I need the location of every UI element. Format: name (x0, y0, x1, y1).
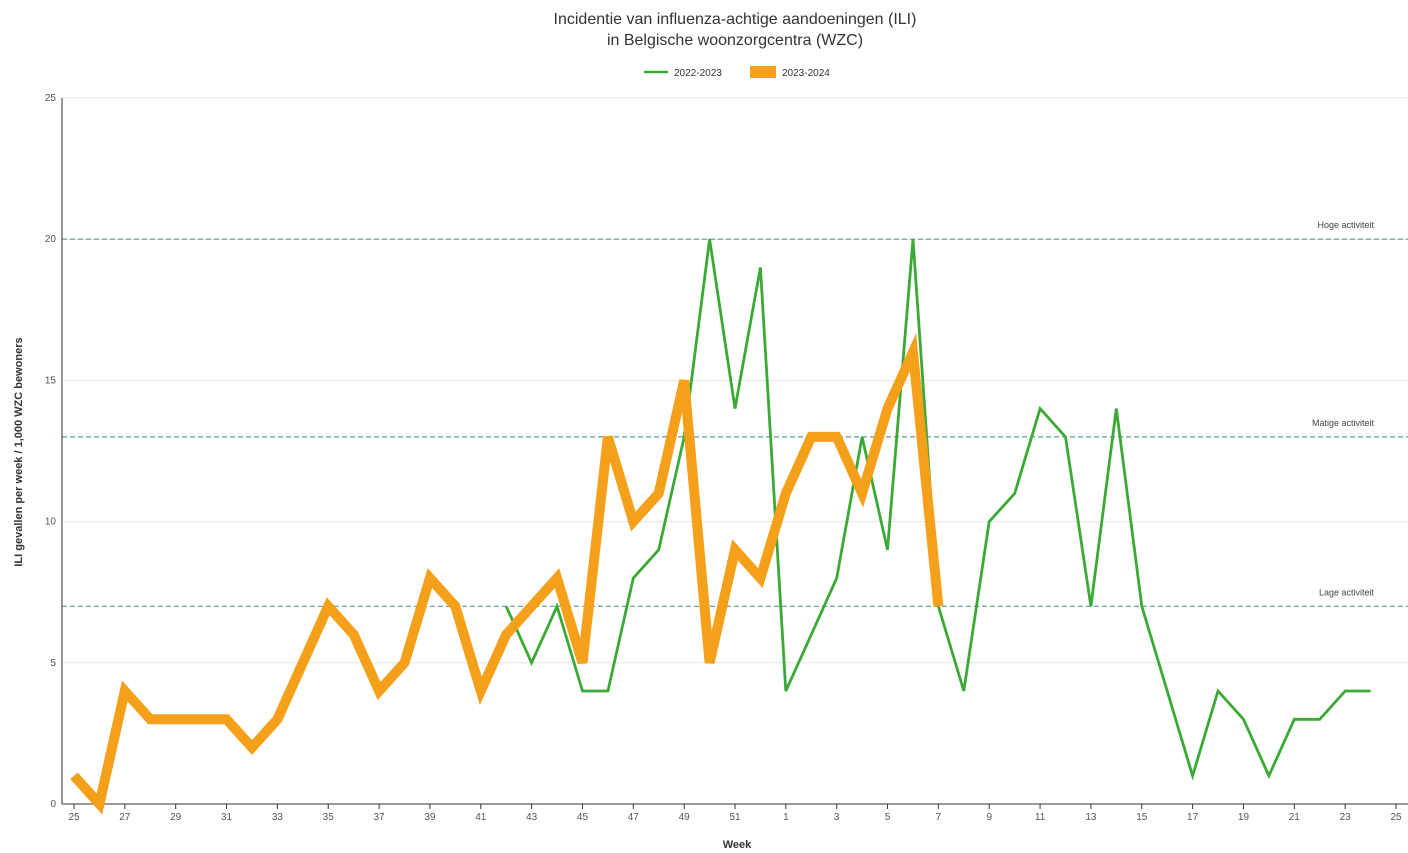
x-tick-label: 19 (1238, 812, 1250, 823)
x-tick-label: 37 (374, 812, 386, 823)
x-tick-label: 11 (1035, 812, 1046, 823)
threshold-label: Matige activiteit (1312, 418, 1375, 428)
x-tick-label: 43 (526, 812, 538, 823)
x-tick-label: 1 (783, 812, 789, 823)
legend-label-2022-2023: 2022-2023 (674, 68, 722, 79)
y-tick-label: 25 (45, 93, 57, 104)
x-tick-label: 45 (577, 812, 589, 823)
chart-title-line-2: in Belgische woonzorgcentra (WZC) (607, 32, 863, 49)
x-axis-label: Week (723, 839, 752, 851)
x-tick-label: 33 (272, 812, 284, 823)
x-tick-label: 7 (936, 812, 942, 823)
x-tick-label: 25 (1390, 812, 1402, 823)
legend-swatch-2023-2024 (750, 66, 776, 78)
x-tick-label: 21 (1289, 812, 1301, 823)
x-tick-label: 51 (729, 812, 741, 823)
x-tick-label: 31 (221, 812, 233, 823)
y-ticks: 0 5 10 15 20 25 (45, 93, 57, 810)
threshold-label: Hoge activiteit (1317, 220, 1374, 230)
x-tick-label: 41 (475, 812, 487, 823)
y-tick-label: 10 (45, 517, 57, 528)
series-line-2022-2023 (506, 239, 1370, 776)
x-tick-label: 13 (1085, 812, 1097, 823)
x-tick-label: 29 (170, 812, 182, 823)
x-tick-label: 5 (885, 812, 891, 823)
axes (62, 98, 1408, 804)
threshold-label: Lage activiteit (1319, 587, 1375, 597)
grid (62, 98, 1408, 663)
series-line-2023-2024 (74, 352, 938, 804)
y-axis-label: ILI gevallen per week / 1,000 WZC bewone… (13, 337, 25, 566)
x-tick-label: 49 (679, 812, 691, 823)
legend[interactable]: 2022-2023 2023-2024 (644, 66, 830, 79)
x-tick-label: 35 (323, 812, 335, 823)
x-tick-label: 47 (628, 812, 640, 823)
y-tick-label: 20 (45, 234, 57, 245)
x-ticks: 25 27 29 31 33 35 37 39 41 43 45 47 49 51 1 3 5 7 9 11 13 15 1… (68, 804, 1402, 823)
x-tick-label: 3 (834, 812, 840, 823)
x-tick-label: 15 (1136, 812, 1148, 823)
x-tick-label: 9 (986, 812, 992, 823)
y-tick-label: 0 (50, 799, 56, 810)
x-tick-label: 39 (424, 812, 436, 823)
y-tick-label: 15 (45, 375, 57, 386)
legend-label-2023-2024: 2023-2024 (782, 68, 830, 79)
legend-item-2023-2024[interactable]: 2023-2024 (750, 66, 830, 79)
legend-item-2022-2023[interactable]: 2022-2023 (644, 68, 722, 79)
x-tick-label: 27 (119, 812, 131, 823)
y-tick-label: 5 (50, 658, 56, 669)
chart-title-line-1: Incidentie van influenza-achtige aandoen… (554, 11, 917, 28)
x-tick-label: 23 (1340, 812, 1352, 823)
x-tick-label: 17 (1187, 812, 1199, 823)
x-tick-label: 25 (68, 812, 80, 823)
